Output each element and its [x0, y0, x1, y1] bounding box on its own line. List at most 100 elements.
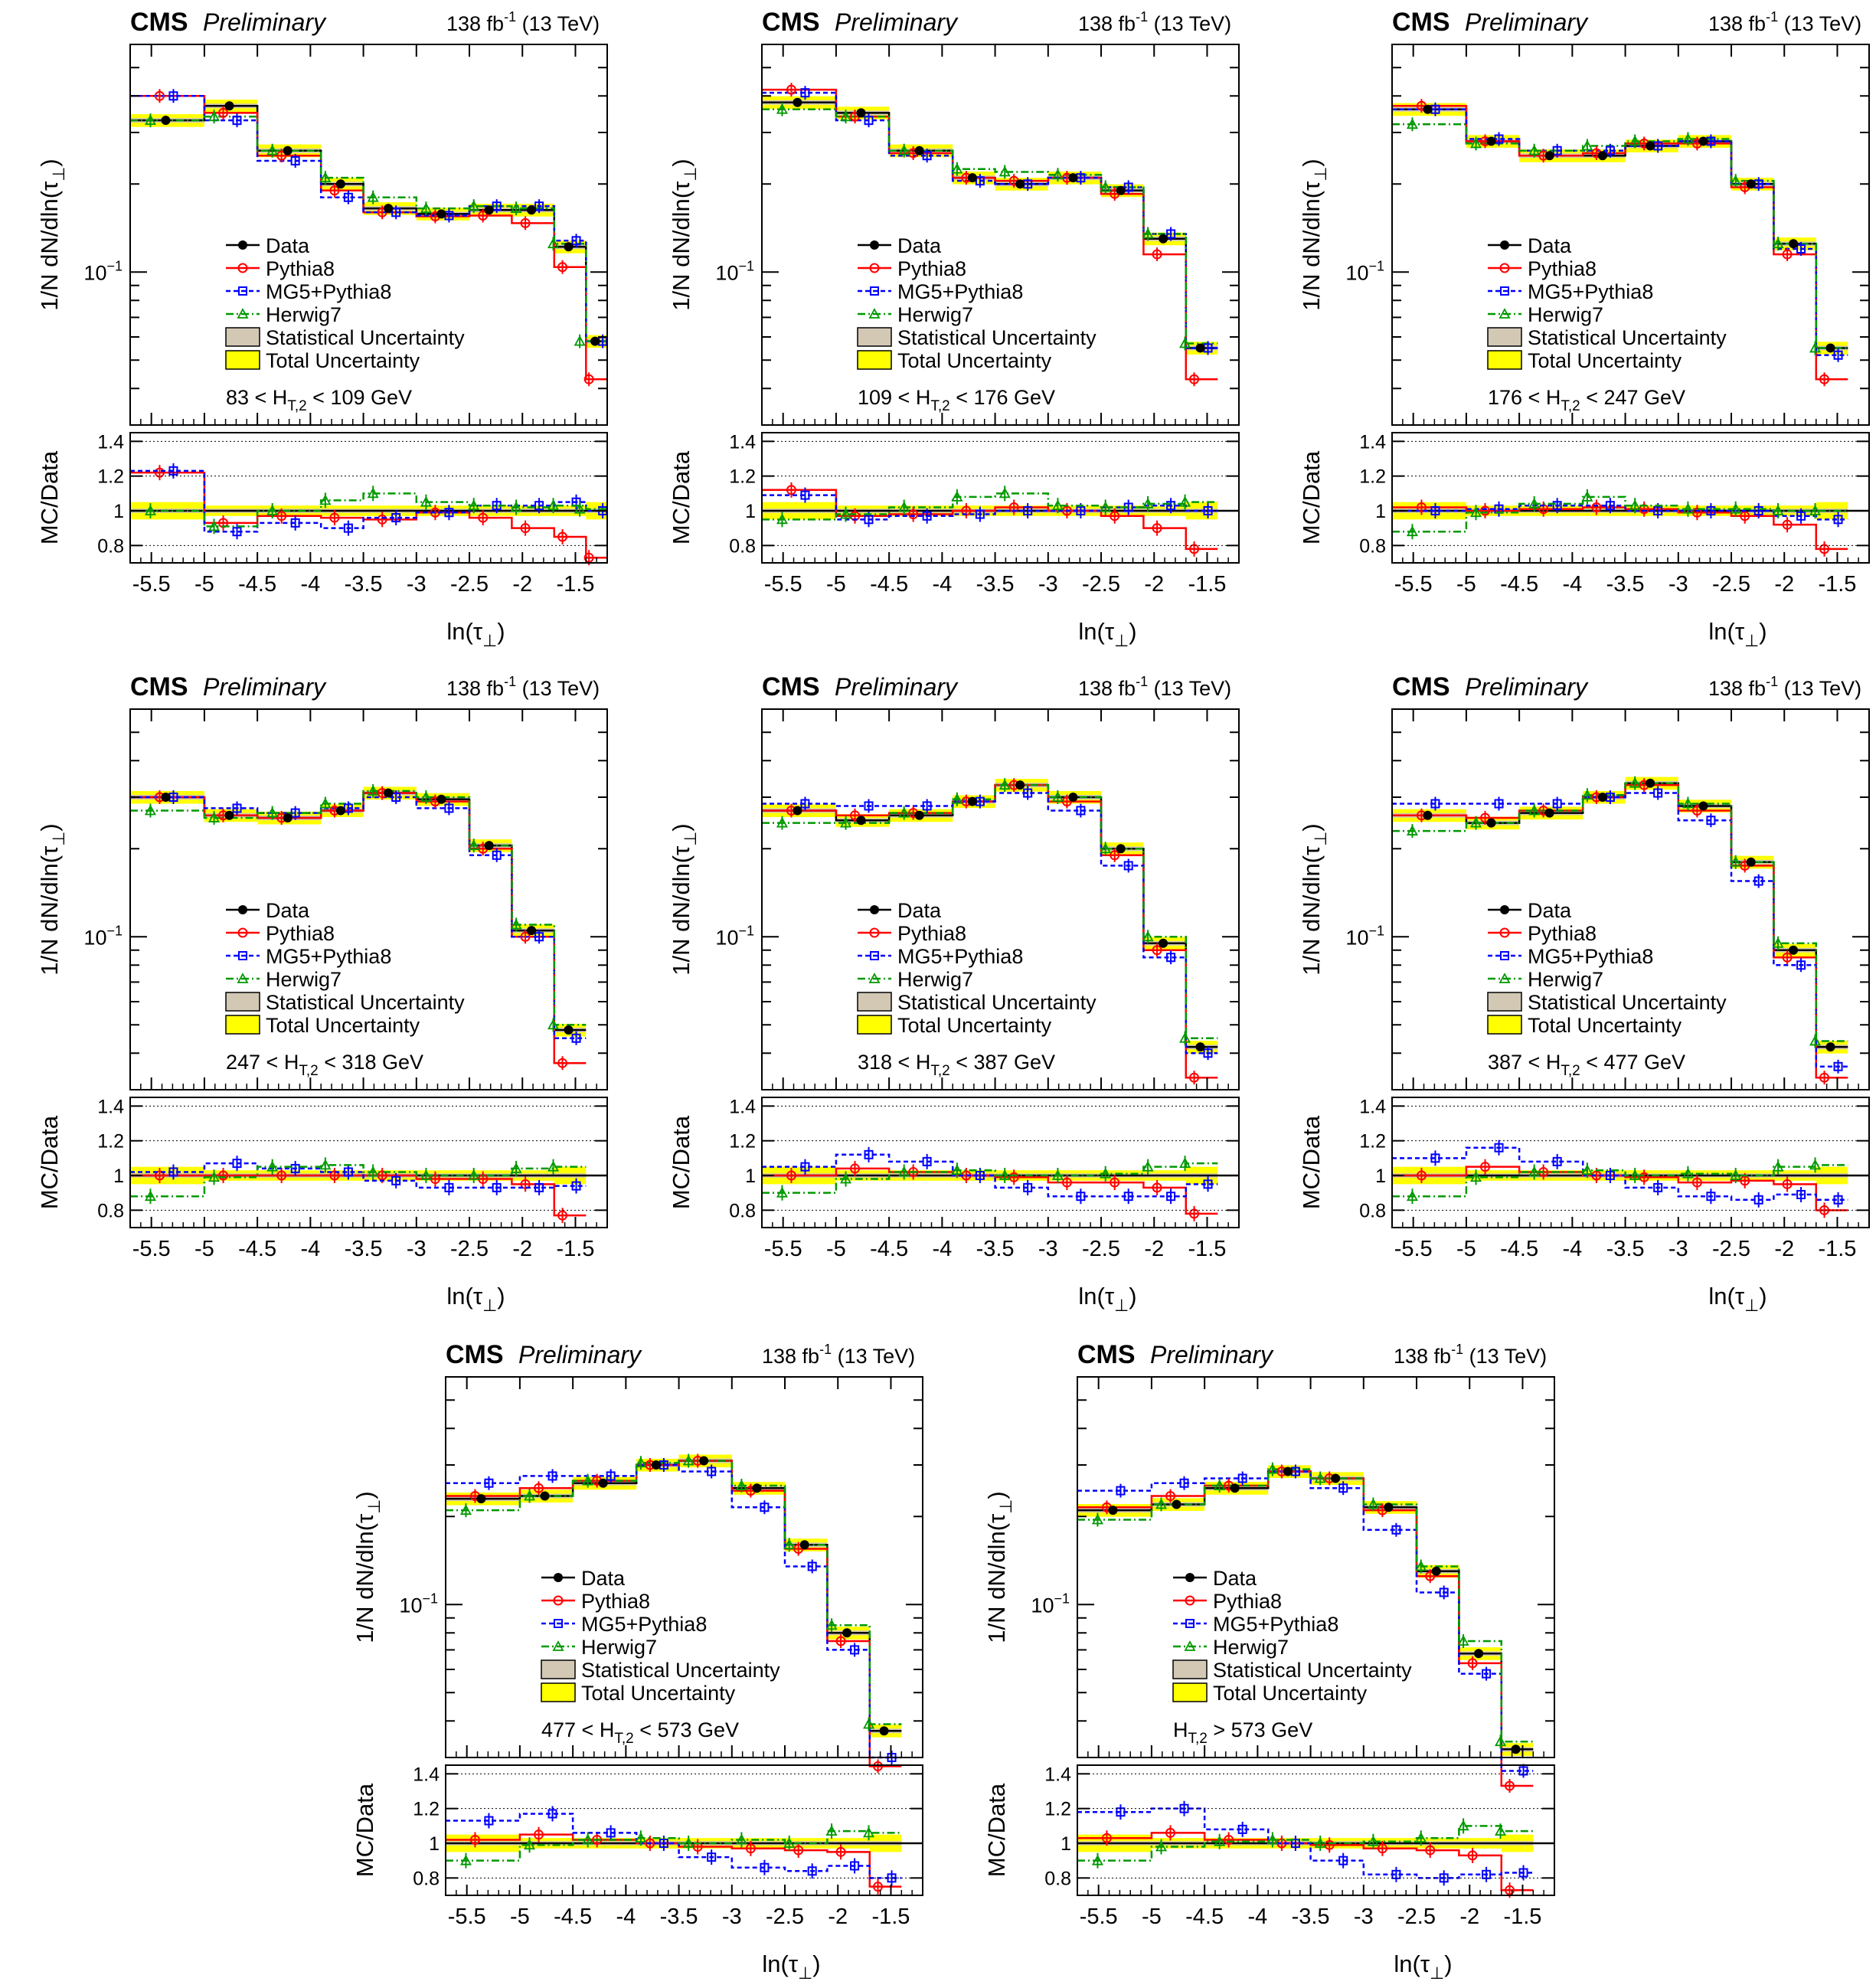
ratio-y-tick-label: 0.8 — [97, 535, 124, 557]
x-tick-label: -4.5 — [1185, 1905, 1224, 1929]
marker-square — [1203, 1179, 1213, 1189]
marker-square — [975, 176, 985, 186]
marker-triangle — [468, 1169, 480, 1180]
range-label-text: < 477 GeV — [1580, 1051, 1685, 1074]
marker-triangle — [1470, 816, 1482, 828]
x-tick-label: -4 — [1562, 1237, 1582, 1261]
y-axis-label-sub: ⊥ — [364, 1499, 384, 1514]
marker-triangle — [1470, 1171, 1482, 1182]
legend-label: Herwig7 — [1528, 303, 1603, 326]
marker-triangle — [1415, 1832, 1427, 1843]
marker-triangle — [524, 1489, 536, 1501]
ratio-step — [762, 494, 1218, 521]
marker-triangle — [1809, 1035, 1822, 1046]
marker-circle — [1110, 1177, 1120, 1188]
marker-dot — [1511, 1744, 1521, 1754]
y-axis-label-close: ) — [1298, 823, 1325, 831]
marker-triangle — [776, 103, 788, 114]
marker-triangle — [1266, 1463, 1279, 1474]
y-tick-base: 10 — [83, 926, 106, 949]
marker-square — [232, 116, 242, 126]
marker-square — [534, 1182, 544, 1192]
ratio-y-tick-label: 1.2 — [729, 1131, 756, 1153]
marker-circle — [478, 512, 489, 523]
marker-square — [1500, 951, 1509, 960]
marker-square — [1237, 1824, 1247, 1834]
marker-circle — [1505, 1780, 1515, 1791]
marker-square — [800, 490, 810, 500]
marker-triangle — [863, 1718, 875, 1729]
y-tick-exp: −1 — [1054, 1591, 1070, 1606]
marker-dot — [799, 1540, 809, 1550]
x-tick-label: -3 — [1038, 572, 1058, 597]
legend-label: Total Uncertainty — [581, 1682, 736, 1705]
marker-square — [391, 792, 401, 802]
legend-label: Total Uncertainty — [1213, 1682, 1368, 1705]
ratio-y-tick-label: 1 — [1375, 501, 1386, 522]
marker-dot — [1384, 1502, 1394, 1512]
marker-triangle — [420, 202, 432, 214]
x-tick-label: -5 — [1456, 572, 1476, 597]
y-axis-label-text: 1/N dN/dln(τ — [351, 1514, 378, 1643]
marker-square — [168, 91, 178, 101]
legend-label: Data — [897, 234, 942, 257]
marker-triangle — [898, 1166, 910, 1177]
marker-dot — [224, 101, 234, 111]
marker-square — [1653, 506, 1663, 515]
marker-square — [1203, 1048, 1213, 1058]
marker-triangle — [1730, 175, 1742, 186]
marker-square — [484, 1816, 494, 1826]
legend-label: Statistical Uncertainty — [266, 991, 465, 1014]
marker-square — [1123, 1192, 1133, 1202]
marker-triangle — [367, 487, 379, 499]
marker-triangle — [1470, 137, 1482, 149]
marker-circle — [520, 1179, 531, 1189]
x-tick-label: -2 — [1459, 1905, 1479, 1929]
legend-label: Total Uncertainty — [266, 1014, 420, 1037]
marker-triangle — [1100, 181, 1112, 192]
x-axis-label-close: ) — [1129, 618, 1136, 645]
marker-triangle — [840, 508, 852, 519]
x-axis-label-text: ln(τ — [762, 1950, 798, 1977]
marker-circle — [1819, 374, 1830, 384]
lumi-label: 138 fb-1 (13 TeV) — [1708, 9, 1861, 35]
main-frame — [1077, 1376, 1555, 1758]
legend-label: MG5+Pythia8 — [1528, 945, 1653, 968]
marker-circle — [1416, 502, 1427, 512]
ratio-frame — [445, 1764, 923, 1896]
mc-step — [762, 91, 1218, 349]
preliminary-label: Preliminary — [203, 8, 327, 36]
marker-circle — [1499, 927, 1510, 938]
marker-dot — [554, 1573, 563, 1582]
cms-label: CMS — [1392, 8, 1450, 37]
preliminary-label: Preliminary — [1465, 8, 1589, 36]
legend-label: Statistical Uncertainty — [581, 1659, 780, 1682]
marker-triangle — [266, 144, 279, 155]
marker-square — [870, 286, 879, 296]
marker-circle — [329, 1170, 340, 1181]
x-tick-label: -2.5 — [766, 1905, 804, 1929]
marker-triangle — [420, 495, 432, 507]
y-axis-label-sub: ⊥ — [1311, 167, 1330, 181]
marker-triangle — [237, 308, 249, 319]
legend-label: Herwig7 — [266, 968, 342, 991]
marker-triangle — [319, 797, 332, 809]
marker-triangle — [420, 1169, 432, 1180]
marker-circle — [557, 1210, 568, 1221]
legend-label: Pythia8 — [897, 257, 966, 280]
x-tick-label: -1.5 — [556, 1237, 594, 1261]
x-axis-label-close: ) — [1129, 1283, 1136, 1310]
x-tick-label: -2.5 — [450, 572, 489, 597]
marker-dot — [161, 792, 171, 802]
legend-box — [1487, 327, 1522, 347]
y-tick-label: 10−1 — [83, 258, 123, 284]
ratio-y-tick-label: 1 — [113, 501, 124, 522]
marker-circle — [377, 514, 387, 525]
x-tick-label: -1.5 — [1188, 572, 1226, 597]
x-tick-label: -3 — [1038, 1237, 1058, 1261]
marker-triangle — [1314, 1837, 1326, 1848]
y-axis-label-close: ) — [668, 159, 695, 166]
marker-square — [343, 1167, 353, 1177]
marker-dot — [484, 205, 494, 215]
marker-triangle — [574, 502, 586, 514]
